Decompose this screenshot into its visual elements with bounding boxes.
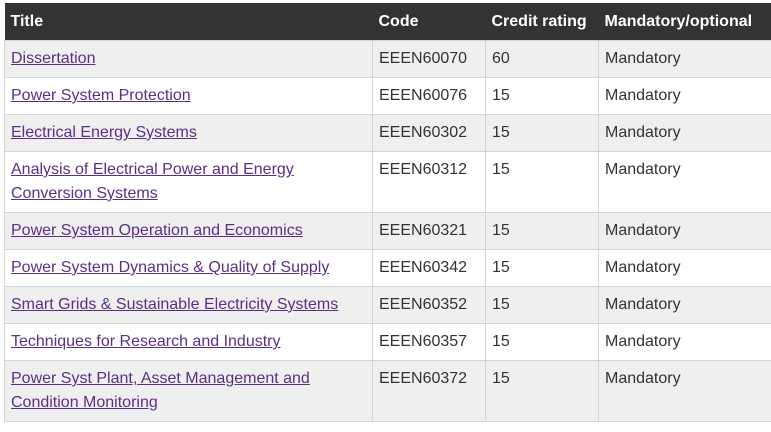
course-row: Power System Operation and Economics EEEN… — [4, 212, 771, 250]
status-cell: Mandatory — [598, 286, 771, 324]
code-cell: EEEN60076 — [372, 77, 486, 115]
title-cell: Power Syst Plant, Asset Management and C… — [4, 360, 373, 422]
header-row: Title Code Credit rating Mandatory/optional — [4, 3, 771, 41]
credit-cell: 60 — [485, 40, 599, 78]
credit-cell: 15 — [485, 212, 599, 250]
course-row: Electrical Energy Systems EEEN60302 15 Mand… — [4, 114, 771, 152]
course-row: Dissertation EEEN60070 60 Mandatory — [4, 40, 771, 78]
course-row: Power Syst Plant, Asset Management and C… — [4, 360, 771, 422]
status-cell: Mandatory — [598, 114, 771, 152]
column-header: Title — [4, 3, 373, 41]
code-cell: EEEN60302 — [372, 114, 486, 152]
credit-cell: 15 — [485, 249, 599, 287]
status-cell: Mandatory — [598, 323, 771, 361]
title-cell: Analysis of Electrical Power and Energy … — [4, 151, 373, 213]
status-cell: Mandatory — [598, 360, 771, 422]
title-cell: Power System Operation and Economics — [4, 212, 373, 250]
title-cell: Smart Grids & Sustainable Electricity Sy… — [4, 286, 373, 324]
course-link[interactable]: Smart Grids & Sustainable Electricity Sy… — [11, 296, 339, 313]
credit-cell: 15 — [485, 114, 599, 152]
title-cell: Dissertation — [4, 40, 373, 78]
credit-cell: 15 — [485, 151, 599, 213]
column-header: Code — [372, 3, 486, 41]
title-cell: Power System Dynamics & Quality of Suppl… — [4, 249, 373, 287]
column-header: Mandatory/optional — [598, 3, 771, 41]
credit-cell: 15 — [485, 323, 599, 361]
credit-cell: 15 — [485, 77, 599, 115]
course-row: Power System Protection EEEN60076 15 Mandat… — [4, 77, 771, 115]
status-cell: Mandatory — [598, 151, 771, 213]
code-cell: EEEN60342 — [372, 249, 486, 287]
credit-cell: 15 — [485, 286, 599, 324]
code-cell: EEEN60312 — [372, 151, 486, 213]
credit-cell: 15 — [485, 360, 599, 422]
course-link[interactable]: Electrical Energy Systems — [11, 124, 197, 141]
course-link[interactable]: Power System Protection — [11, 87, 191, 104]
status-cell: Mandatory — [598, 212, 771, 250]
title-cell: Electrical Energy Systems — [4, 114, 373, 152]
status-cell: Mandatory — [598, 77, 771, 115]
course-table: Title Code Credit rating Mandatory/optional… — [4, 3, 771, 422]
title-cell: Power System Protection — [4, 77, 373, 115]
course-row: Power System Dynamics & Quality of Suppl… — [4, 249, 771, 287]
course-row: Smart Grids & Sustainable Electricity Sy… — [4, 286, 771, 324]
course-link[interactable]: Power System Dynamics & Quality of Suppl… — [11, 259, 330, 276]
status-cell: Mandatory — [598, 249, 771, 287]
title-cell: Techniques for Research and Industry — [4, 323, 373, 361]
code-cell: EEEN60357 — [372, 323, 486, 361]
course-row: Techniques for Research and Industry EEEN… — [4, 323, 771, 361]
course-link[interactable]: Dissertation — [11, 50, 96, 67]
column-header: Credit rating — [485, 3, 599, 41]
course-row: Analysis of Electrical Power and Energy … — [4, 151, 771, 213]
code-cell: EEEN60352 — [372, 286, 486, 324]
status-cell: Mandatory — [598, 40, 771, 78]
course-link[interactable]: Power Syst Plant, Asset Management and C… — [11, 370, 310, 411]
code-cell: EEEN60070 — [372, 40, 486, 78]
course-link[interactable]: Analysis of Electrical Power and Energy … — [11, 161, 294, 202]
code-cell: EEEN60372 — [372, 360, 486, 422]
course-link[interactable]: Power System Operation and Economics — [11, 222, 303, 239]
code-cell: EEEN60321 — [372, 212, 486, 250]
course-link[interactable]: Techniques for Research and Industry — [11, 333, 281, 350]
